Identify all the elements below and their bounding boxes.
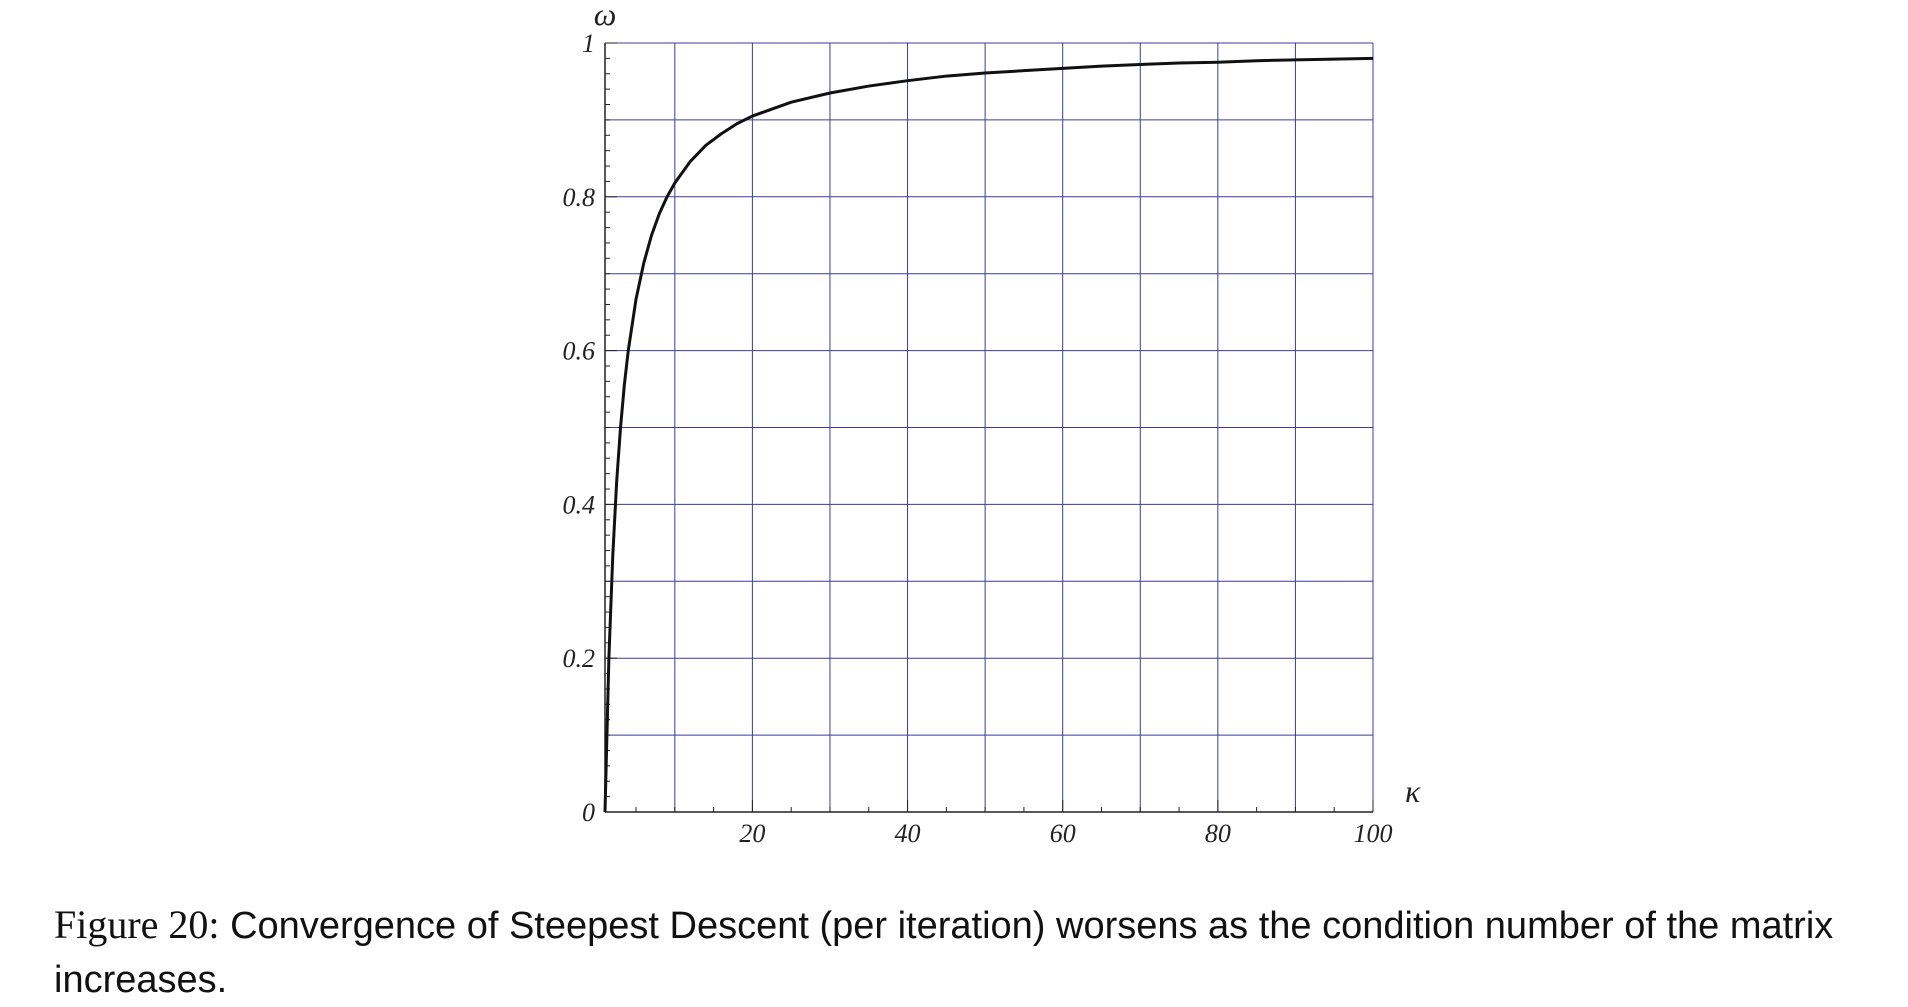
x-tick-label: 60 (1050, 819, 1076, 848)
y-tick-label: 0.6 (563, 337, 596, 366)
x-tick-label: 80 (1205, 819, 1231, 848)
caption-text: Convergence of Steepest Descent (per ite… (54, 905, 1834, 1001)
omega-curve (603, 56, 1374, 813)
y-tick-label: 1 (582, 29, 595, 58)
y-tick-label: 0.4 (563, 490, 596, 519)
y-axis-label: ω (594, 0, 617, 32)
x-tick-label: 40 (895, 819, 921, 848)
figure-caption: Figure 20: Convergence of Steepest Desce… (54, 898, 1904, 1007)
x-tick-label: 100 (1354, 819, 1393, 848)
x-tick-label: 20 (739, 819, 765, 848)
y-tick-label: 0.2 (563, 644, 596, 673)
curve-layer (603, 56, 1374, 813)
grid (605, 42, 1374, 812)
tick-labels: 0 0.2 0.4 0.6 0.8 1 20 40 60 80 100 (563, 29, 1393, 848)
figure-number: Figure 20: (54, 902, 220, 947)
y-tick-label: 0.8 (563, 183, 596, 212)
x-axis-label: κ (1405, 773, 1421, 809)
chart: 0 0.2 0.4 0.6 0.8 1 20 40 60 80 100 κ ω (563, 0, 1422, 848)
y-tick-label: 0 (582, 798, 595, 827)
axes (604, 42, 1374, 813)
